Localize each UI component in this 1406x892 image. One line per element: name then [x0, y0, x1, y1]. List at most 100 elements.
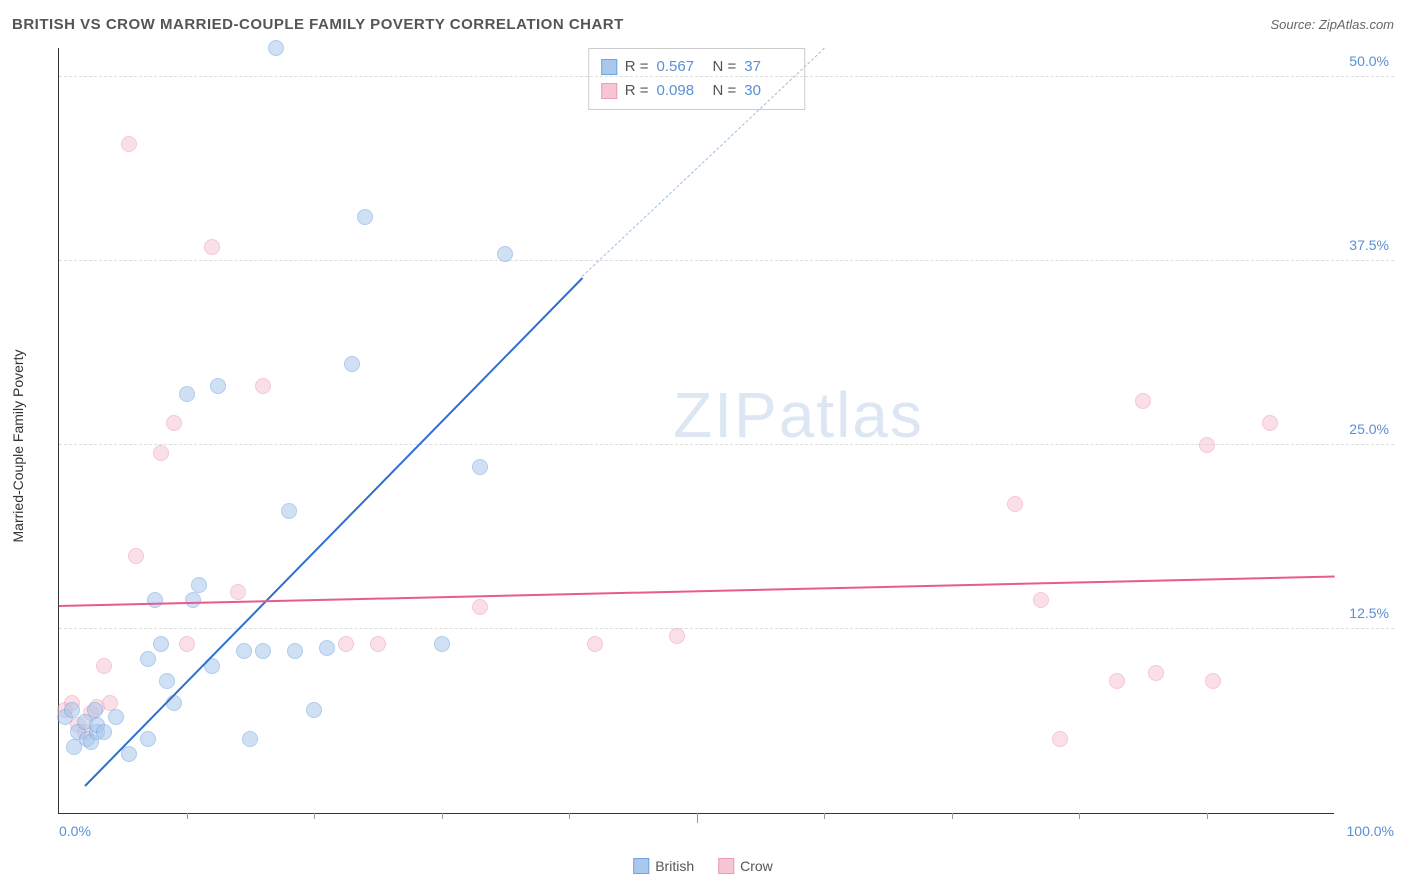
data-point [338, 636, 354, 652]
data-point [255, 643, 271, 659]
legend-swatch [601, 83, 617, 99]
x-tick [442, 813, 443, 819]
data-point [1007, 496, 1023, 512]
data-point [1205, 673, 1221, 689]
data-point [1148, 665, 1164, 681]
data-point [102, 695, 118, 711]
r-label: R = [625, 55, 649, 79]
watermark-atlas: atlas [779, 379, 924, 451]
gridline [59, 260, 1394, 261]
data-point [1033, 592, 1049, 608]
data-point [96, 724, 112, 740]
legend-item: Crow [718, 858, 773, 874]
data-point [497, 246, 513, 262]
data-point [472, 459, 488, 475]
chart-header: BRITISH VS CROW MARRIED-COUPLE FAMILY PO… [0, 0, 1406, 40]
data-point [1109, 673, 1125, 689]
trend-line [84, 277, 583, 787]
watermark: ZIPatlas [673, 378, 924, 452]
x-tick [187, 813, 188, 819]
chart-container: Married-Couple Family Poverty ZIPatlas R… [28, 48, 1394, 844]
data-point [255, 378, 271, 394]
data-point [179, 386, 195, 402]
data-point [121, 746, 137, 762]
x-tick [824, 813, 825, 819]
gridline [59, 444, 1394, 445]
x-tick-label: 100.0% [1347, 823, 1394, 839]
y-tick-label: 50.0% [1349, 53, 1389, 69]
data-point [357, 209, 373, 225]
data-point [147, 592, 163, 608]
x-tick [569, 813, 570, 819]
data-point [191, 577, 207, 593]
y-tick-label: 37.5% [1349, 237, 1389, 253]
data-point [242, 731, 258, 747]
data-point [64, 702, 80, 718]
watermark-zip: ZIP [673, 379, 779, 451]
y-tick-label: 25.0% [1349, 421, 1389, 437]
n-value: 37 [744, 55, 792, 79]
source-attribution: Source: ZipAtlas.com [1270, 17, 1394, 32]
data-point [179, 636, 195, 652]
data-point [128, 548, 144, 564]
data-point [159, 673, 175, 689]
gridline [59, 76, 1394, 77]
x-tick [314, 813, 315, 819]
n-label: N = [713, 55, 737, 79]
data-point [96, 658, 112, 674]
data-point [319, 640, 335, 656]
data-point [344, 356, 360, 372]
data-point [210, 378, 226, 394]
data-point [472, 599, 488, 615]
data-point [1052, 731, 1068, 747]
r-value: 0.567 [657, 55, 705, 79]
legend-swatch [633, 858, 649, 874]
data-point [185, 592, 201, 608]
data-point [121, 136, 137, 152]
data-point [370, 636, 386, 652]
gridline [59, 628, 1394, 629]
data-point [153, 445, 169, 461]
x-tick [952, 813, 953, 819]
r-value: 0.098 [657, 79, 705, 103]
data-point [669, 628, 685, 644]
data-point [281, 503, 297, 519]
r-label: R = [625, 79, 649, 103]
legend-swatch [601, 59, 617, 75]
legend-swatch [718, 858, 734, 874]
data-point [108, 709, 124, 725]
x-tick [1207, 813, 1208, 819]
data-point [1135, 393, 1151, 409]
x-tick-major [697, 813, 698, 823]
x-tick-label: 0.0% [59, 823, 91, 839]
y-axis-label: Married-Couple Family Poverty [10, 350, 26, 543]
data-point [153, 636, 169, 652]
data-point [434, 636, 450, 652]
data-point [268, 40, 284, 56]
legend: British Crow [633, 858, 773, 874]
data-point [1262, 415, 1278, 431]
data-point [1199, 437, 1215, 453]
trend-line [59, 575, 1335, 606]
chart-title: BRITISH VS CROW MARRIED-COUPLE FAMILY PO… [12, 16, 624, 33]
n-label: N = [713, 79, 737, 103]
data-point [204, 239, 220, 255]
data-point [140, 651, 156, 667]
x-tick [1079, 813, 1080, 819]
correlation-stats-box: R =0.567N =37R =0.098N =30 [588, 48, 806, 110]
stats-row: R =0.098N =30 [601, 79, 793, 103]
data-point [140, 731, 156, 747]
plot-area: ZIPatlas R =0.567N =37R =0.098N =30 12.5… [58, 48, 1334, 814]
legend-label: Crow [740, 858, 773, 874]
y-tick-label: 12.5% [1349, 605, 1389, 621]
data-point [230, 584, 246, 600]
legend-label: British [655, 858, 694, 874]
data-point [306, 702, 322, 718]
data-point [87, 702, 103, 718]
stats-row: R = 0.567 N = 37 [601, 55, 793, 79]
data-point [587, 636, 603, 652]
data-point [166, 695, 182, 711]
legend-item: British [633, 858, 694, 874]
data-point [236, 643, 252, 659]
data-point [166, 415, 182, 431]
